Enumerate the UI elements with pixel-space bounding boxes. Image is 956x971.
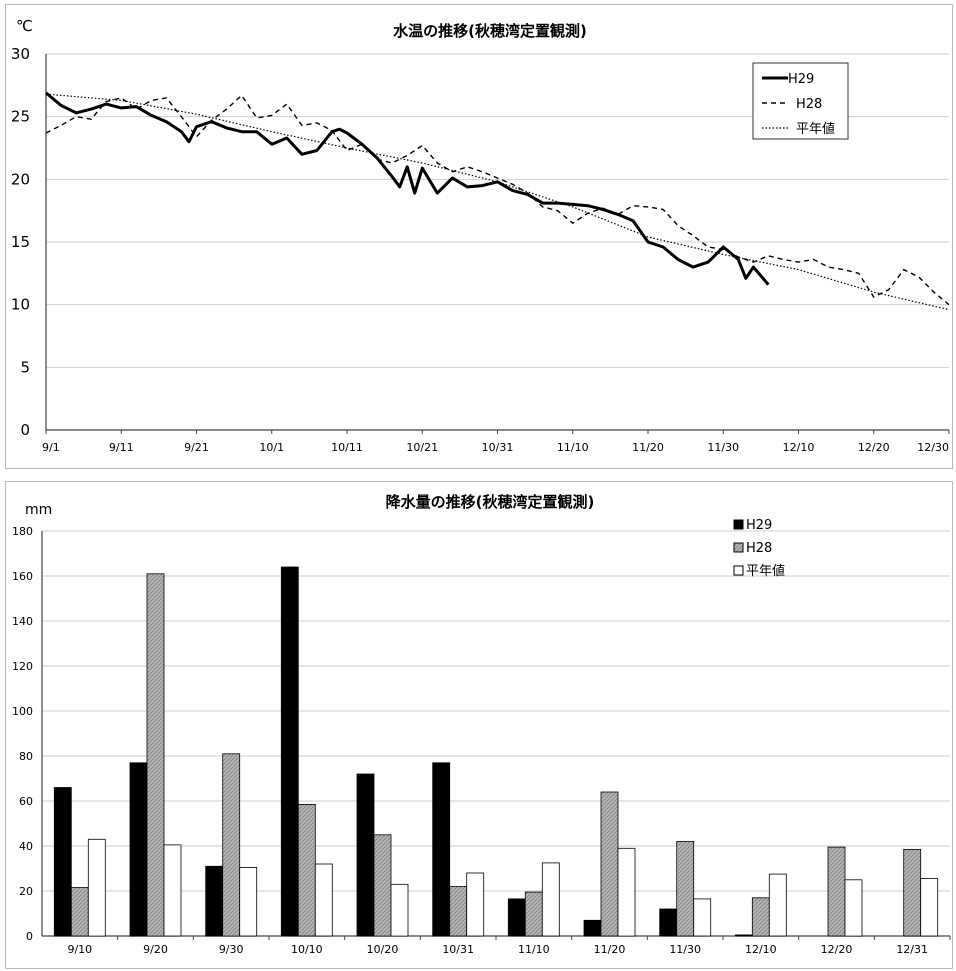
bar-h29 — [734, 934, 753, 937]
top-x-tick-label: 12/10 — [783, 441, 815, 454]
legend-h29-label: H29 — [788, 72, 814, 87]
bottom-unit-label: mm — [25, 502, 52, 518]
bottom-legend: H29 H28 平年値 — [733, 518, 785, 579]
top-chart-title: 水温の推移(秋穂湾定置観測) — [393, 22, 587, 40]
bar-h29 — [432, 762, 451, 937]
bottom-x-tick-label: 10/31 — [442, 943, 474, 956]
legend-h28-swatch — [733, 542, 744, 553]
water-temperature-chart: ℃ 水温の推移(秋穂湾定置観測) 0 5 10 15 20 25 30 9/1 9/11 9/2… — [5, 4, 953, 469]
bar-h29 — [53, 787, 72, 937]
top-x-tick-label: 10/1 — [259, 441, 284, 454]
bottom-y-tick-label: 140 — [12, 615, 33, 628]
bar-h28 — [373, 834, 392, 937]
bar-h28 — [297, 803, 316, 937]
bar-h29 — [356, 773, 375, 937]
bottom-y-tick-label: 0 — [26, 930, 33, 943]
top-y-tick-label: 30 — [11, 45, 30, 63]
bar-h28 — [827, 846, 846, 937]
top-x-tick-label: 12/20 — [858, 441, 890, 454]
bottom-y-tick-label: 20 — [19, 885, 33, 898]
top-x-tick-label: 11/10 — [557, 441, 589, 454]
bar-h29 — [507, 898, 526, 937]
top-y-tick-label: 20 — [11, 170, 30, 188]
bottom-x-tick-label: 10/20 — [367, 943, 399, 956]
bottom-x-tick-label: 12/31 — [896, 943, 928, 956]
bottom-y-tick-label: 100 — [12, 705, 33, 718]
top-x-tick-label: 9/21 — [184, 441, 209, 454]
top-y-tick-label: 0 — [20, 421, 30, 439]
bottom-y-tick-label: 160 — [12, 570, 33, 583]
bottom-x-tick-label: 9/20 — [143, 943, 168, 956]
series-line-h29 — [45, 91, 770, 286]
bar-h29 — [205, 865, 224, 937]
bar-normal — [541, 862, 560, 937]
legend-h29-swatch — [733, 519, 744, 530]
bottom-y-tick-label: 120 — [12, 660, 33, 673]
bar-h29 — [280, 566, 299, 937]
legend-h29-bar-label: H29 — [746, 518, 772, 533]
bar-normal — [314, 863, 333, 937]
bar-h28 — [449, 886, 468, 937]
bar-normal — [617, 847, 636, 937]
bar-normal — [239, 866, 258, 937]
bottom-x-tick-label: 9/30 — [219, 943, 244, 956]
top-legend-box — [752, 62, 849, 140]
legend-normal-bar-label: 平年値 — [746, 563, 785, 579]
legend-normal-label: 平年値 — [796, 121, 835, 137]
bar-h28 — [524, 891, 543, 937]
water-temperature-svg: ℃ 水温の推移(秋穂湾定置観測) 0 5 10 15 20 25 30 9/1 9/11 9/2… — [11, 17, 950, 454]
top-x-tick-label: 10/31 — [482, 441, 514, 454]
bar-normal — [163, 844, 182, 937]
bottom-x-tick-label: 12/10 — [745, 943, 777, 956]
bar-h28 — [751, 897, 770, 937]
bar-h29 — [129, 762, 148, 937]
bottom-x-tick-label: 11/30 — [669, 943, 701, 956]
legend-normal-swatch — [733, 565, 744, 576]
legend-h28-bar-label: H28 — [746, 541, 772, 556]
bar-normal — [768, 873, 787, 937]
precipitation-chart: mm 降水量の推移(秋穂湾定置観測) 0 20 40 60 80 100 120 140 160… — [5, 481, 953, 969]
top-y-tick-label: 5 — [20, 358, 30, 376]
bottom-chart-title: 降水量の推移(秋穂湾定置観測) — [386, 493, 595, 511]
bar-normal — [466, 872, 485, 937]
top-y-tick-label: 25 — [11, 108, 30, 126]
top-y-tick-label: 15 — [11, 233, 30, 251]
bottom-y-tick-label: 40 — [19, 840, 33, 853]
bar-normal — [390, 883, 409, 937]
bar-h28 — [903, 848, 922, 937]
top-x-tick-label: 9/11 — [109, 441, 134, 454]
bar-h28 — [676, 841, 695, 937]
series-line-h28 — [45, 94, 950, 306]
top-unit-label: ℃ — [16, 17, 33, 35]
bar-h28 — [146, 573, 165, 937]
bottom-x-tick-label: 11/20 — [594, 943, 626, 956]
bottom-y-tick-label: 180 — [12, 525, 33, 538]
top-y-tick-label: 10 — [11, 296, 30, 314]
bar-normal — [920, 878, 939, 937]
bar-h28 — [70, 887, 89, 937]
precipitation-svg: mm 降水量の推移(秋穂湾定置観測) 0 20 40 60 80 100 120 140 160… — [12, 493, 951, 956]
top-x-tick-label: 10/11 — [331, 441, 363, 454]
bottom-y-tick-label: 80 — [19, 750, 33, 763]
top-legend: H29 H28 平年値 — [752, 62, 849, 140]
top-x-tick-label: 11/30 — [707, 441, 739, 454]
bottom-x-tick-label: 11/10 — [518, 943, 550, 956]
bar-h29 — [583, 919, 602, 937]
top-x-tick-label: 10/21 — [406, 441, 438, 454]
bottom-x-tick-label: 12/20 — [821, 943, 853, 956]
top-x-tick-label: 12/30 — [917, 441, 949, 454]
bar-h28 — [222, 753, 241, 937]
legend-h28-label: H28 — [796, 97, 822, 112]
bar-normal — [87, 838, 106, 937]
top-x-tick-label: 9/1 — [42, 441, 60, 454]
bottom-x-tick-label: 9/10 — [67, 943, 92, 956]
series-line-normal — [45, 93, 950, 311]
bar-normal — [693, 898, 712, 937]
top-x-tick-label: 11/20 — [632, 441, 664, 454]
bottom-x-tick-label: 10/10 — [291, 943, 323, 956]
bar-h29 — [659, 908, 678, 937]
bar-normal — [844, 879, 863, 937]
bar-h28 — [600, 791, 619, 937]
bottom-y-tick-label: 60 — [19, 795, 33, 808]
